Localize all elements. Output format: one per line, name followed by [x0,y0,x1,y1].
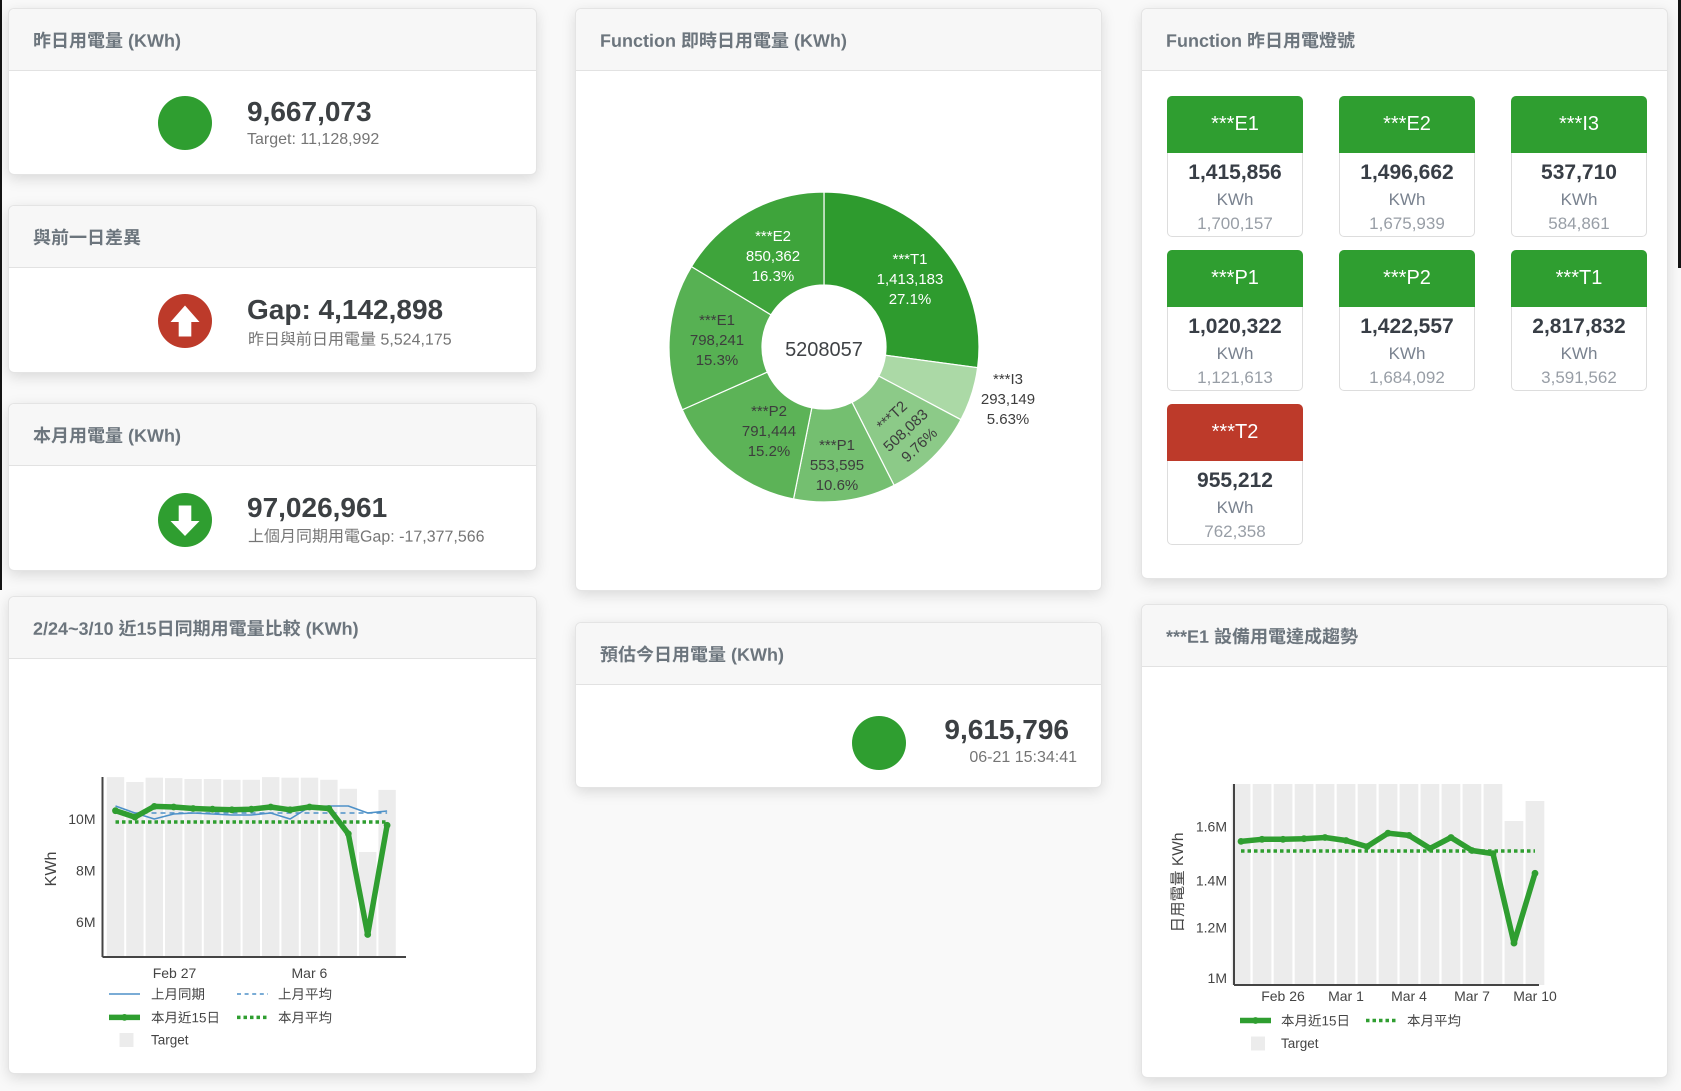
svg-text:***P1: ***P1 [819,437,855,454]
svg-text:16.3%: 16.3% [752,268,795,285]
svg-text:1,413,183: 1,413,183 [877,271,944,288]
svg-text:798,241: 798,241 [690,332,744,349]
svg-text:***I3: ***I3 [993,371,1023,388]
svg-text:10M: 10M [68,811,95,827]
svg-text:15.3%: 15.3% [696,352,739,369]
svg-text:Mar 1: Mar 1 [1328,988,1364,1004]
svg-text:Mar 10: Mar 10 [1513,988,1557,1004]
svg-text:1.6M: 1.6M [1196,819,1227,835]
svg-text:1.4M: 1.4M [1196,872,1227,888]
svg-text:15.2%: 15.2% [748,443,791,460]
svg-text:***E2: ***E2 [755,228,791,245]
svg-text:***P2: ***P2 [751,403,787,420]
svg-text:791,444: 791,444 [742,423,796,440]
svg-text:Feb 27: Feb 27 [153,965,197,981]
svg-text:1M: 1M [1208,970,1227,986]
svg-text:Mar 6: Mar 6 [292,965,328,981]
svg-text:Target: Target [1281,1036,1319,1051]
svg-text:10.6%: 10.6% [816,477,859,494]
svg-text:Target: Target [151,1033,189,1048]
svg-text:5.63%: 5.63% [987,411,1030,428]
svg-text:Mar 4: Mar 4 [1391,988,1427,1004]
svg-text:850,362: 850,362 [746,248,800,265]
svg-text:8M: 8M [76,863,95,879]
svg-text:5208057: 5208057 [785,339,863,361]
svg-text:293,149: 293,149 [981,391,1035,408]
svg-text:***T1: ***T1 [892,251,927,268]
svg-text:6M: 6M [76,914,95,930]
svg-text:KWh: KWh [43,852,60,887]
svg-text:Mar 7: Mar 7 [1454,988,1490,1004]
svg-text:553,595: 553,595 [810,457,864,474]
svg-text:27.1%: 27.1% [889,291,932,308]
svg-text:1.2M: 1.2M [1196,919,1227,935]
svg-text:Feb 26: Feb 26 [1261,988,1305,1004]
svg-text:***E1: ***E1 [699,312,735,329]
